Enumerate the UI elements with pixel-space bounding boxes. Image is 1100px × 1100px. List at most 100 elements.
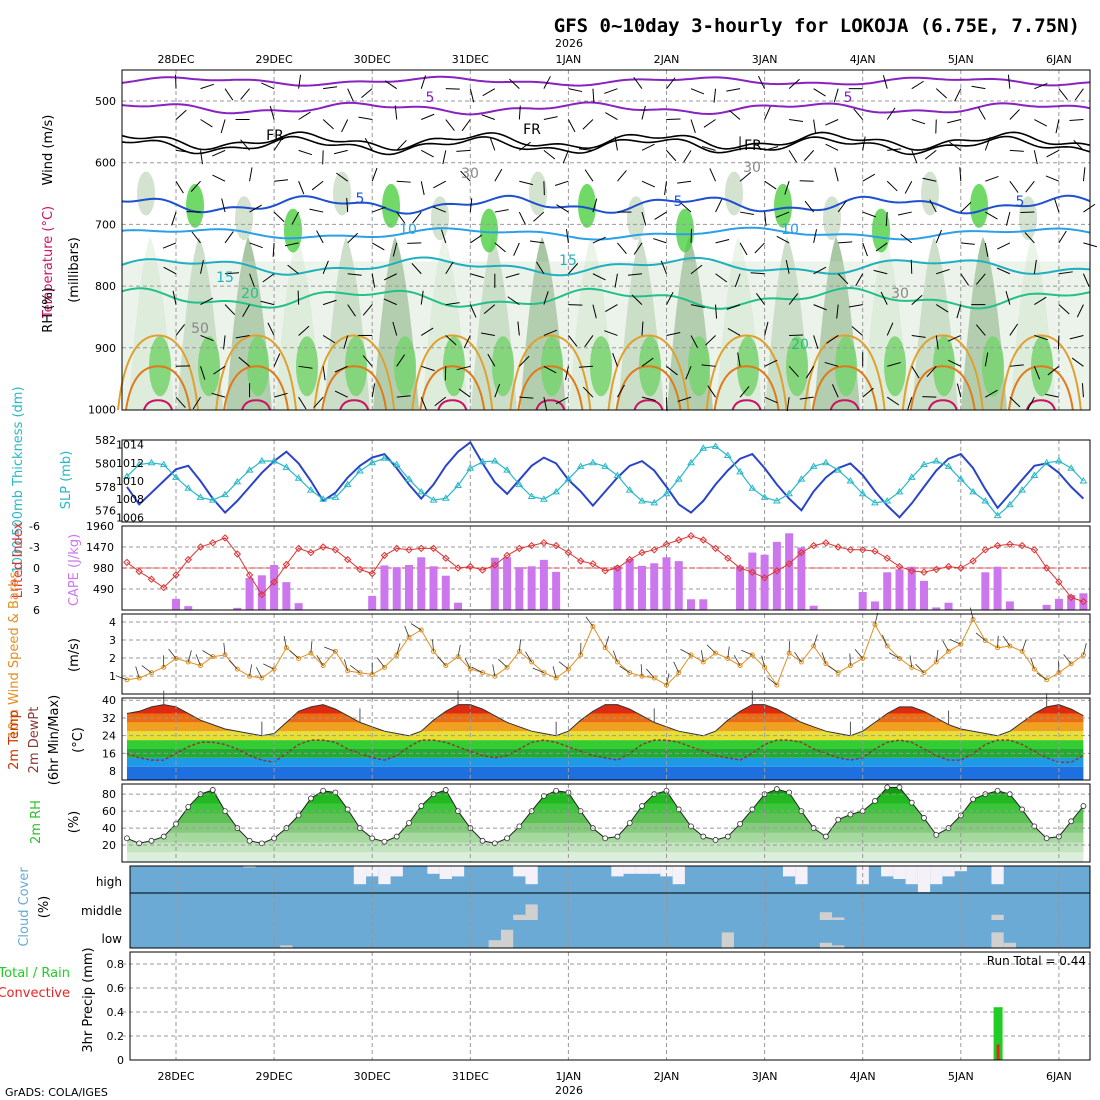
wind-barb xyxy=(517,321,520,336)
wind-barb-10m xyxy=(135,666,140,679)
lifted-point xyxy=(1067,593,1075,602)
wind-barb xyxy=(764,106,771,120)
slp-point xyxy=(478,457,487,465)
wind-barb xyxy=(543,116,558,120)
wind-barb xyxy=(298,149,313,156)
wind-barb xyxy=(875,242,888,252)
tick-label: 980 xyxy=(93,562,114,575)
precip-convective-bar xyxy=(996,1044,1000,1060)
rh-high-shade xyxy=(786,336,808,397)
wind-barb xyxy=(489,137,496,151)
high-cloud-gap xyxy=(930,866,943,885)
wind-barb-10m xyxy=(343,659,349,671)
cape-bar xyxy=(233,607,242,610)
cape-bar xyxy=(1079,593,1088,610)
thickness-bg xyxy=(122,440,1090,522)
contour-label: FR xyxy=(266,128,284,144)
slp-point xyxy=(429,496,438,503)
wind-barb xyxy=(440,229,447,244)
slp-point xyxy=(564,475,573,482)
cape-bar xyxy=(1054,598,1063,610)
wind-barb xyxy=(287,264,299,275)
day-label-bottom: 2JAN xyxy=(654,1070,680,1083)
wind-barb xyxy=(371,383,376,398)
rh-point xyxy=(185,803,192,810)
wind-barb xyxy=(666,332,681,336)
lifted-point xyxy=(331,546,340,554)
cape-bar xyxy=(270,565,279,610)
day-label-bottom: 31DEC xyxy=(452,1070,489,1083)
wind-barb xyxy=(1069,334,1084,340)
wind-barb xyxy=(536,261,545,275)
wind-speed-point xyxy=(835,670,841,676)
wind-barb xyxy=(269,105,275,120)
slp-point xyxy=(454,481,462,489)
wind-barb-10m xyxy=(881,634,888,647)
slp-point xyxy=(907,473,916,480)
wind-barb xyxy=(1025,180,1035,193)
slp-point xyxy=(356,467,364,474)
lifted-point xyxy=(576,557,585,565)
high-cloud-gap xyxy=(525,866,538,885)
wind-barb xyxy=(225,272,240,275)
wind-barb xyxy=(224,231,234,244)
rh-band xyxy=(126,787,1084,794)
temp-contour xyxy=(121,135,1091,156)
temp-contour-arc xyxy=(517,365,584,411)
wind-barb xyxy=(617,384,625,398)
cape-bar xyxy=(809,605,818,610)
cape-bar xyxy=(441,575,450,610)
wind-barb xyxy=(641,357,654,367)
wind-barb xyxy=(764,359,778,367)
rh-mid-shade xyxy=(186,183,204,228)
axis-title: 3hr Precip (mm) xyxy=(81,947,96,1052)
slp-point xyxy=(1030,471,1039,479)
rh-mid-shade xyxy=(137,171,155,216)
lifted-point xyxy=(196,543,205,551)
wind-barb xyxy=(272,242,275,257)
cape-bar xyxy=(748,552,757,610)
wind-barb-10m xyxy=(195,654,201,666)
day-label-bottom: 3JAN xyxy=(752,1070,778,1083)
slp-point xyxy=(441,494,450,501)
mid-cloud-bar xyxy=(832,917,845,920)
wind-barb xyxy=(701,364,716,367)
rh-point xyxy=(320,787,327,794)
wind-barb xyxy=(805,366,815,379)
wind-barb xyxy=(1058,304,1070,315)
cape-bar xyxy=(1067,595,1076,610)
rh-point xyxy=(148,837,155,844)
cape-bar xyxy=(490,557,499,610)
cape-bar xyxy=(1005,601,1014,610)
mid-cloud-bar xyxy=(525,904,538,920)
temp-contour-arc xyxy=(223,365,290,411)
lifted-point xyxy=(491,561,499,569)
wind-barb-10m xyxy=(256,667,263,679)
rh-point xyxy=(246,837,253,844)
slp-point xyxy=(539,495,548,502)
temp-contour-arc xyxy=(705,334,788,411)
low-cloud-bar xyxy=(500,929,514,948)
slp-point xyxy=(1067,464,1076,471)
slp-point xyxy=(147,458,156,466)
wind-barb xyxy=(412,211,422,224)
wind-barb xyxy=(764,212,767,227)
lifted-point xyxy=(527,541,536,550)
lifted-point xyxy=(981,546,990,554)
wind-barb-10m xyxy=(187,650,192,663)
low-cloud-bar xyxy=(1003,942,1016,948)
wind-barb xyxy=(519,396,534,399)
axis-title: Cloud Cover xyxy=(17,867,32,947)
wind-barb xyxy=(729,110,741,120)
wind-barb xyxy=(221,198,226,213)
wind-barb xyxy=(171,211,177,226)
wind-speed-point xyxy=(553,675,559,681)
cape-bar xyxy=(699,599,708,610)
lifted-point xyxy=(883,554,891,562)
lifted-point xyxy=(319,543,327,551)
lifted-point xyxy=(809,541,818,550)
panel-frame xyxy=(121,613,1091,695)
wind-barb-10m xyxy=(518,639,522,652)
wind-barb xyxy=(578,148,593,151)
wind-barb xyxy=(273,392,288,398)
